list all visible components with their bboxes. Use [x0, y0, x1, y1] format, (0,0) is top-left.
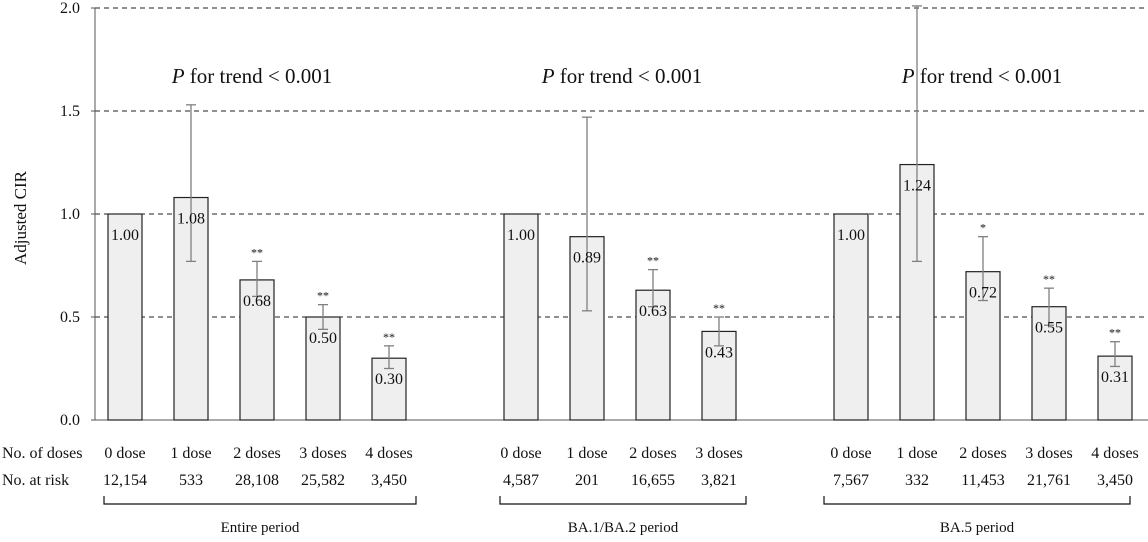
data-label: 0.50: [309, 330, 337, 347]
data-label: 0.63: [639, 303, 667, 320]
group-bracket: [499, 496, 747, 505]
group-bracket: [823, 496, 1131, 505]
at-risk-value: 12,154: [103, 472, 147, 489]
group-label: BA.5 period: [940, 520, 1015, 536]
bars: [107, 5, 1133, 421]
y-tick-label: 0.0: [60, 412, 80, 429]
at-risk-value: 16,655: [631, 472, 675, 489]
x-tick-label: 1 dose: [896, 445, 937, 462]
data-label: 1.08: [177, 211, 205, 228]
data-label: 0.30: [375, 371, 403, 388]
at-risk-value: 4,587: [503, 472, 539, 489]
data-label: 1.00: [111, 227, 139, 244]
at-risk-value: 3,450: [1097, 472, 1133, 489]
data-label: 1.00: [507, 227, 535, 244]
x-tick-label: 2 doses: [629, 445, 677, 462]
y-tick-label: 1.0: [60, 206, 80, 223]
bar: [107, 213, 143, 421]
x-tick-label: 1 dose: [566, 445, 607, 462]
significance-marker: **: [317, 289, 329, 303]
group-label: Entire period: [221, 520, 300, 536]
x-tick-label: 3 doses: [695, 445, 743, 462]
data-label: 0.43: [705, 344, 733, 361]
data-label: 0.89: [573, 250, 601, 267]
at-risk-value: 201: [575, 472, 599, 489]
bar: [239, 279, 275, 421]
significance-marker: *: [980, 221, 986, 235]
at-risk-value: 3,450: [371, 472, 407, 489]
trend-p: P: [901, 64, 915, 88]
bar: [503, 213, 539, 421]
y-tick-label: 0.5: [60, 309, 80, 326]
at-risk-value: 3,821: [701, 472, 737, 489]
significance-marker: **: [383, 330, 395, 344]
group-label: BA.1/BA.2 period: [568, 520, 679, 536]
trend-text: for trend < 0.001: [555, 64, 703, 88]
y-tick-label: 2.0: [60, 0, 80, 17]
at-risk-value: 28,108: [235, 472, 279, 489]
y-axis-label: Adjusted CIR: [11, 170, 30, 265]
data-label: 0.31: [1101, 369, 1129, 386]
at-risk-value: 332: [905, 472, 929, 489]
trend-text: for trend < 0.001: [185, 64, 333, 88]
significance-marker: **: [1109, 326, 1121, 340]
at-risk-value: 21,761: [1027, 472, 1071, 489]
x-tick-label: 2 doses: [233, 445, 281, 462]
row-label-doses: No. of doses: [2, 445, 82, 462]
x-tick-label: 3 doses: [1025, 445, 1073, 462]
y-tick-label: 1.5: [60, 103, 80, 120]
x-tick-label: 3 doses: [299, 445, 347, 462]
bar: [635, 289, 671, 421]
x-tick-label: 4 doses: [365, 445, 413, 462]
significance-marker: **: [251, 245, 263, 259]
x-tick-label: 0 dose: [830, 445, 871, 462]
at-risk-value: 533: [179, 472, 203, 489]
x-tick-label: 0 dose: [500, 445, 541, 462]
x-tick-label: 2 doses: [959, 445, 1007, 462]
at-risk-value: 11,453: [961, 472, 1004, 489]
at-risk-value: 7,567: [833, 472, 869, 489]
bar: [305, 316, 341, 421]
grid-lines: [95, 7, 1148, 318]
group-bracket: [103, 496, 417, 505]
x-tick-label: 4 doses: [1091, 445, 1139, 462]
row-label-risk: No. at risk: [2, 472, 69, 489]
data-label: 0.72: [969, 285, 997, 302]
x-tick-label: 1 dose: [170, 445, 211, 462]
significance-marker: **: [647, 254, 659, 268]
data-label: 0.55: [1035, 320, 1063, 337]
x-tick-label: 0 dose: [104, 445, 145, 462]
trend-label: P for trend < 0.001: [541, 64, 703, 88]
data-label: 0.68: [243, 293, 271, 310]
trend-label: P for trend < 0.001: [901, 64, 1063, 88]
trend-text: for trend < 0.001: [915, 64, 1063, 88]
trend-label: P for trend < 0.001: [171, 64, 333, 88]
bar: [833, 213, 869, 421]
significance-marker: **: [713, 301, 725, 315]
at-risk-value: 25,582: [301, 472, 345, 489]
significance-marker: **: [1043, 272, 1055, 286]
data-label: 1.24: [903, 178, 931, 195]
trend-p: P: [541, 64, 555, 88]
labels: P for trend < 0.001 1.00 0 dose 12,154 1.08 1…: [103, 64, 1139, 536]
trend-p: P: [171, 64, 185, 88]
data-label: 1.00: [837, 227, 865, 244]
